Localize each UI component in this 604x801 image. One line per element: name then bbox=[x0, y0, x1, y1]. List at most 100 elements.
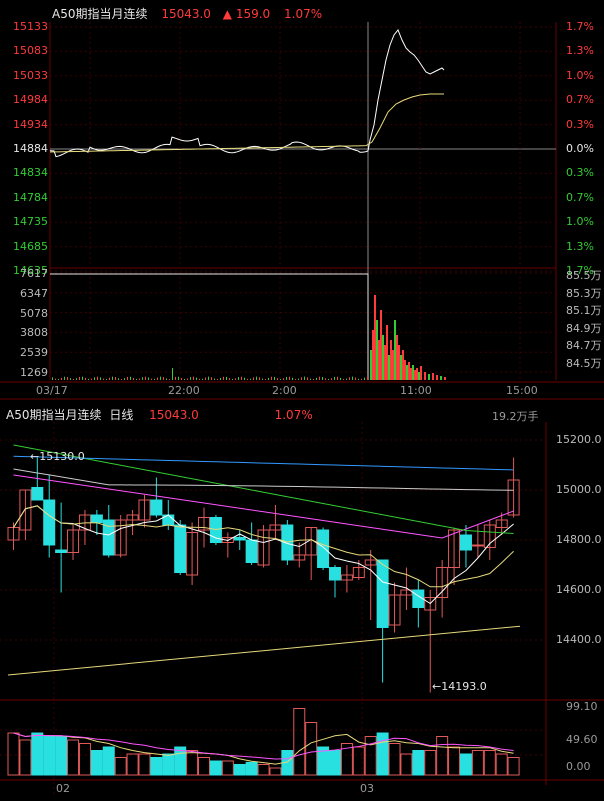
price-axis-label: 15083 bbox=[13, 44, 48, 58]
volume-bar bbox=[328, 378, 329, 380]
volume-bar bbox=[91, 378, 92, 380]
volume-bar bbox=[127, 376, 128, 380]
volume-bar bbox=[55, 736, 68, 776]
volume-bar bbox=[390, 340, 392, 380]
volume-bar bbox=[163, 377, 164, 380]
volume-bar bbox=[142, 377, 143, 380]
volume-bar bbox=[398, 345, 400, 380]
volume-bar bbox=[126, 753, 139, 776]
ma120-line bbox=[13, 468, 514, 491]
volume-bar bbox=[274, 376, 275, 380]
volume-bar bbox=[428, 374, 430, 380]
volume-bar bbox=[448, 746, 461, 776]
volume-axis-label: 3808 bbox=[20, 326, 48, 340]
volume-bar bbox=[257, 764, 270, 776]
volume-bar bbox=[370, 350, 372, 380]
oi-axis-label: 85.3万 bbox=[566, 286, 602, 300]
pct-axis-label: 0.7% bbox=[566, 93, 594, 107]
candle-body bbox=[138, 499, 151, 521]
volume-bar bbox=[247, 378, 248, 380]
volume-bar bbox=[124, 378, 125, 380]
volume-bar bbox=[444, 377, 446, 380]
volume-bar bbox=[358, 378, 359, 380]
volume-bar bbox=[325, 378, 326, 380]
volume-bar bbox=[392, 350, 394, 380]
volume-bar bbox=[19, 739, 32, 776]
candle-body bbox=[471, 544, 484, 547]
volume-bar bbox=[440, 376, 442, 380]
volume-bar bbox=[269, 767, 282, 776]
candle-body bbox=[293, 554, 306, 561]
volume-bar bbox=[424, 372, 426, 380]
volume-bar bbox=[436, 375, 438, 380]
volume-bar bbox=[61, 377, 62, 380]
volume-bar bbox=[394, 320, 396, 380]
volume-bar bbox=[293, 708, 306, 776]
pct-axis-label: 1.7% bbox=[566, 264, 594, 277]
candle-body bbox=[114, 519, 127, 556]
volume-bar bbox=[76, 378, 77, 380]
daily-price: 15043.0 bbox=[149, 408, 199, 422]
intraday-header: A50期指当月连续 15043.0 ▲ 159.0 1.07% bbox=[52, 5, 322, 22]
volume-bar bbox=[292, 377, 293, 380]
daily-price-axis-label: 15000.0 bbox=[556, 483, 602, 496]
volume-bar bbox=[94, 377, 95, 380]
time-axis-label: 03/17 bbox=[36, 384, 68, 397]
volume-bar bbox=[328, 750, 341, 776]
volume-bar bbox=[52, 377, 53, 380]
volume-bar bbox=[286, 376, 287, 380]
volume-bar bbox=[67, 739, 80, 776]
candle-body bbox=[174, 524, 187, 573]
low-price-value: 14193.0 bbox=[441, 680, 487, 693]
candle-body bbox=[400, 589, 413, 596]
price-axis-label: 14735 bbox=[13, 215, 48, 229]
volume-bar bbox=[416, 368, 418, 380]
volume-bar bbox=[178, 376, 179, 380]
high-price-value: 15130.0 bbox=[39, 450, 85, 463]
volume-bar bbox=[214, 378, 215, 380]
volume-bar bbox=[233, 764, 246, 776]
candle-body bbox=[448, 529, 461, 568]
volume-bar bbox=[277, 378, 278, 380]
volume-bar bbox=[103, 378, 104, 380]
daily-change-pct: 1.07% bbox=[274, 408, 313, 422]
time-axis-label: 11:00 bbox=[400, 384, 432, 397]
volume-bar bbox=[64, 376, 65, 380]
volume-bar bbox=[352, 746, 365, 776]
up-arrow-icon: ▲ bbox=[222, 7, 232, 21]
oi-axis-label: 85.1万 bbox=[566, 304, 602, 317]
volume-bar bbox=[384, 345, 386, 380]
volume-bar bbox=[190, 377, 191, 380]
ma60-line bbox=[13, 455, 514, 471]
volume-bar bbox=[352, 376, 353, 380]
volume-bar bbox=[414, 370, 416, 380]
volume-bar bbox=[331, 378, 332, 380]
volume-bar bbox=[406, 365, 408, 380]
candle-body bbox=[424, 597, 437, 611]
volume-bar bbox=[174, 746, 187, 776]
volume-bar bbox=[114, 757, 127, 776]
volume-bar bbox=[364, 377, 365, 380]
volume-axis-label: 1269 bbox=[20, 366, 48, 379]
candle-body bbox=[352, 567, 365, 578]
volume-bar bbox=[139, 378, 140, 380]
volume-bar bbox=[175, 376, 176, 380]
candle-body bbox=[459, 534, 472, 551]
volume-bar bbox=[259, 377, 260, 380]
volume-bar bbox=[115, 377, 116, 380]
volume-bar bbox=[169, 378, 170, 380]
volume-bar bbox=[343, 378, 344, 380]
candle-body bbox=[67, 529, 80, 553]
volume-bar bbox=[235, 378, 236, 380]
volume-bar bbox=[412, 365, 414, 380]
volume-bar bbox=[162, 753, 175, 776]
candle-body bbox=[388, 594, 401, 626]
price-axis-label: 14635 bbox=[13, 264, 48, 277]
volume-bar bbox=[90, 750, 103, 776]
volume-bar bbox=[388, 743, 401, 776]
volume-bar bbox=[361, 378, 362, 380]
volume-bar bbox=[241, 376, 242, 380]
daily-candlestick-plot bbox=[0, 422, 604, 795]
volume-ma10-line bbox=[13, 732, 514, 760]
volume-ma5-line bbox=[13, 732, 514, 765]
